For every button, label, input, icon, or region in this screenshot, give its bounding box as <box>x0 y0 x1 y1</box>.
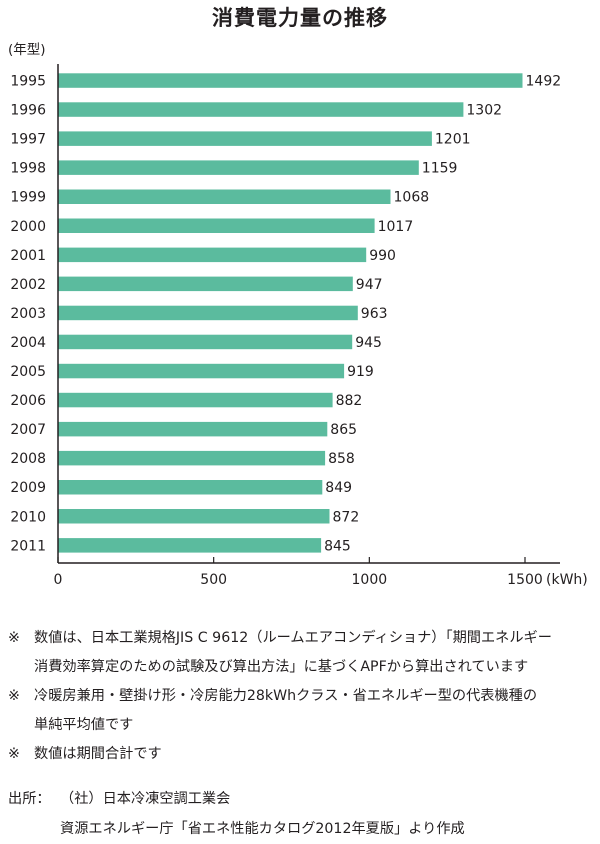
chart-title: 消費電力量の推移 <box>212 6 388 30</box>
value-label-2005: 919 <box>347 364 374 380</box>
bar-2009 <box>58 480 323 495</box>
value-label-2010: 872 <box>333 509 360 525</box>
value-label-1998: 1159 <box>422 161 458 177</box>
x-axis-unit-label: (kWh) <box>546 572 588 588</box>
value-label-1997: 1201 <box>435 132 471 148</box>
x-tick-label-1500: 1500 <box>507 572 543 588</box>
bar-2004 <box>58 334 353 350</box>
source-block: 出所： （社）日本冷凍空調工業会 資源エネルギー庁「省エネ性能カタログ2012年… <box>8 784 596 844</box>
note-line: 数値は、日本工業規格JIS C 9612（ルームエアコンディショナ）「期間エネル… <box>34 630 552 646</box>
category-label-2008: 2008 <box>10 451 46 467</box>
bar-1998 <box>58 160 419 175</box>
category-label-2000: 2000 <box>10 219 46 235</box>
value-label-2007: 865 <box>330 422 357 438</box>
category-label-1998: 1998 <box>10 161 46 177</box>
x-tick-label-0: 0 <box>54 572 63 588</box>
category-label-2002: 2002 <box>10 277 46 293</box>
bar-2008 <box>58 450 326 466</box>
footnote: ※ 数値は期間合計です <box>8 740 596 769</box>
bar-2010 <box>58 509 330 524</box>
bar-2001 <box>58 247 367 263</box>
note-line: 数値は期間合計です <box>34 746 162 762</box>
category-label-1996: 1996 <box>10 103 46 119</box>
value-label-2006: 882 <box>336 393 363 409</box>
footnote: ※ 冷暖房兼用・壁掛け形・冷房能力28kWhクラス・省エネルギー型の代表機種の … <box>8 682 596 740</box>
note-line: 単純平均値です <box>34 717 134 733</box>
category-label-2006: 2006 <box>10 393 46 409</box>
value-label-1996: 1302 <box>466 103 502 119</box>
bar-2006 <box>58 392 333 408</box>
bar-1999 <box>58 189 391 204</box>
bar-2002 <box>58 276 353 292</box>
source-line: 資源エネルギー庁「省エネ性能カタログ2012年夏版」より作成 <box>60 821 465 837</box>
value-label-2002: 947 <box>356 277 383 293</box>
value-labels: 1492 1302 1201 1159 1068 1017 990 947 963 945 919 8… <box>324 74 561 555</box>
value-label-1995: 1492 <box>526 74 562 90</box>
value-label-2004: 945 <box>355 335 382 351</box>
value-label-2009: 849 <box>325 480 352 496</box>
bar-2011 <box>58 538 322 553</box>
value-label-2008: 858 <box>328 451 355 467</box>
y-axis-label: (年型) <box>8 42 46 58</box>
value-label-2001: 990 <box>369 248 396 264</box>
note-line: 冷暖房兼用・壁掛け形・冷房能力28kWhクラス・省エネルギー型の代表機種の <box>34 688 538 704</box>
bar-1995 <box>58 73 523 88</box>
value-label-1999: 1068 <box>394 190 430 206</box>
footnote: ※ 数値は、日本工業規格JIS C 9612（ルームエアコンディショナ）「期間エ… <box>8 624 596 682</box>
source-label: 出所： <box>8 791 51 807</box>
category-label-2004: 2004 <box>10 335 46 351</box>
category-label-1997: 1997 <box>10 132 46 148</box>
note-mark: ※ <box>8 688 20 704</box>
category-label-2005: 2005 <box>10 364 46 380</box>
category-label-2010: 2010 <box>10 509 46 525</box>
footnotes: ※ 数値は、日本工業規格JIS C 9612（ルームエアコンディショナ）「期間エ… <box>8 624 596 769</box>
x-tick-label-500: 500 <box>200 572 227 588</box>
category-labels: 1995 1996 1997 1998 1999 2000 2001 2002 2003 2004… <box>10 74 46 555</box>
bar-2007 <box>58 421 328 437</box>
category-label-2009: 2009 <box>10 480 46 496</box>
value-label-2011: 845 <box>324 538 351 554</box>
category-label-2007: 2007 <box>10 422 46 438</box>
bar-1997 <box>58 131 432 146</box>
value-label-2000: 1017 <box>378 219 414 235</box>
category-label-1995: 1995 <box>10 74 46 90</box>
bar-2003 <box>58 305 358 321</box>
bar-chart: 1995 1996 1997 1998 1999 2000 2001 2002 2003 2004… <box>8 42 588 588</box>
note-mark: ※ <box>8 746 20 762</box>
category-label-2003: 2003 <box>10 306 46 322</box>
x-tick-label-1000: 1000 <box>352 572 388 588</box>
bars <box>58 73 523 553</box>
bar-2005 <box>58 363 345 379</box>
category-label-1999: 1999 <box>10 190 46 206</box>
category-label-2001: 2001 <box>10 248 46 264</box>
bar-2000 <box>58 218 375 233</box>
value-label-2003: 963 <box>361 306 388 322</box>
category-label-2011: 2011 <box>10 538 46 554</box>
note-line: 消費効率算定のための試験及び算出方法」に基づくAPFから算出されています <box>34 659 529 675</box>
axes: 0 500 1000 1500 <box>54 64 560 588</box>
bar-1996 <box>58 102 464 117</box>
note-mark: ※ <box>8 630 20 646</box>
source-line: （社）日本冷凍空調工業会 <box>60 791 231 807</box>
